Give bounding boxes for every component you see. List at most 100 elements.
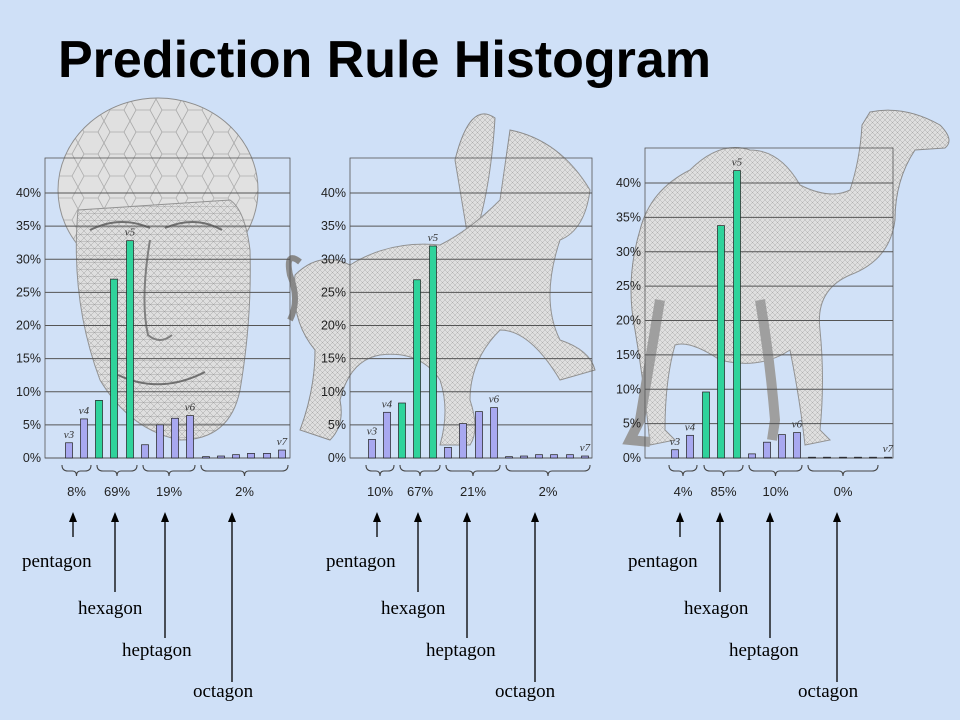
polygon-label-pentagon: pentagon — [326, 551, 396, 572]
polygon-label-heptagon: heptagon — [122, 640, 192, 661]
bar-octagon — [839, 456, 847, 459]
bar-octagon — [232, 454, 240, 459]
bar-pentagon — [65, 442, 73, 459]
bar-heptagon — [793, 432, 801, 459]
polygon-label-octagon: octagon — [495, 681, 556, 702]
bar-octagon — [247, 453, 255, 459]
polygon-label-pentagon: pentagon — [22, 551, 92, 572]
group-percent-label: 21% — [460, 484, 486, 499]
bar-octagon — [566, 454, 574, 459]
group-bracket — [505, 464, 591, 477]
bar-heptagon — [171, 417, 179, 459]
group-percent-label: 8% — [67, 484, 86, 499]
y-tick-label: 10% — [616, 382, 641, 396]
head-model-image — [57, 97, 259, 441]
group-percent-label: 2% — [539, 484, 558, 499]
bar-label: v3 — [64, 429, 75, 441]
bar-octagon — [202, 456, 210, 459]
bar-heptagon — [748, 453, 756, 459]
bar-label: v7 — [277, 436, 288, 448]
bar-heptagon — [475, 411, 483, 459]
bar-label: v5 — [428, 232, 439, 244]
y-tick-label: 35% — [321, 219, 346, 233]
group-bracket — [96, 464, 138, 477]
bar-hexagon — [733, 170, 741, 459]
group-bracket — [703, 464, 744, 477]
bar-hexagon — [110, 278, 118, 459]
arrow-head — [833, 512, 841, 522]
arrow-head — [531, 512, 539, 522]
bar-hexagon — [702, 391, 710, 459]
bar-octagon — [884, 456, 892, 459]
arrow-head — [676, 512, 684, 522]
arrow-head — [766, 512, 774, 522]
group-bracket — [365, 464, 395, 477]
y-tick-label: 0% — [328, 451, 346, 465]
group-percent-label: 19% — [156, 484, 182, 499]
bar-octagon — [854, 456, 862, 459]
group-bracket — [200, 464, 289, 477]
bar-pentagon — [671, 449, 679, 459]
y-tick-label: 40% — [16, 186, 41, 200]
bar-label: v3 — [670, 436, 681, 448]
bar-hexagon — [413, 279, 421, 459]
y-tick-label: 10% — [16, 385, 41, 399]
group-percent-label: 2% — [235, 484, 254, 499]
bar-octagon — [217, 455, 225, 459]
polygon-label-hexagon: hexagon — [78, 598, 143, 619]
polygon-label-hexagon: hexagon — [684, 598, 749, 619]
group-percent-label: 85% — [710, 484, 736, 499]
y-tick-label: 25% — [321, 285, 346, 299]
y-tick-label: 5% — [23, 418, 41, 432]
group-bracket — [748, 464, 803, 477]
bar-pentagon — [686, 434, 694, 459]
y-tick-label: 20% — [16, 319, 41, 333]
group-percent-label: 4% — [674, 484, 693, 499]
y-tick-label: 20% — [616, 314, 641, 328]
y-tick-label: 30% — [321, 252, 346, 266]
plot-frame — [44, 157, 291, 459]
bar-pentagon — [383, 411, 391, 459]
y-tick-label: 0% — [23, 451, 41, 465]
polygon-label-octagon: octagon — [798, 681, 859, 702]
polygon-label-heptagon: heptagon — [729, 640, 799, 661]
y-tick-label: 10% — [321, 385, 346, 399]
y-tick-label: 40% — [321, 186, 346, 200]
arrow-head — [414, 512, 422, 522]
bar-octagon — [869, 456, 877, 459]
bar-heptagon — [186, 415, 194, 459]
group-percent-label: 0% — [834, 484, 853, 499]
arrow-head — [228, 512, 236, 522]
bar-heptagon — [156, 424, 164, 459]
bar-octagon — [550, 454, 558, 459]
camel-model-image — [622, 109, 950, 447]
bar-label: v5 — [732, 157, 743, 169]
polygon-label-octagon: octagon — [193, 681, 254, 702]
y-tick-label: 5% — [623, 417, 641, 431]
bar-label: v6 — [489, 394, 500, 406]
bar-label: v5 — [125, 227, 136, 239]
polygon-label-hexagon: hexagon — [381, 598, 446, 619]
arrow-head — [463, 512, 471, 522]
y-tick-label: 35% — [16, 219, 41, 233]
bar-label: v4 — [685, 421, 696, 433]
arrow-head — [111, 512, 119, 522]
group-bracket — [445, 464, 501, 477]
arrow-head — [373, 512, 381, 522]
y-tick-label: 0% — [623, 451, 641, 465]
bar-octagon — [505, 456, 513, 459]
group-percent-label: 10% — [367, 484, 393, 499]
bar-hexagon — [126, 240, 134, 459]
bar-label: v4 — [382, 398, 393, 410]
chart-panel-griffin: 0% 5% 10% 15% 20% 25% 30% 35% 40% v3 v4 v5 v6 v7 10% 67… — [321, 157, 593, 702]
bar-hexagon — [717, 225, 725, 459]
page-title: Prediction Rule Histogram — [58, 31, 711, 89]
y-tick-label: 40% — [616, 176, 641, 190]
bar-heptagon — [141, 444, 149, 459]
bar-octagon — [808, 456, 816, 459]
bar-label: v4 — [79, 405, 90, 417]
group-percent-label: 10% — [762, 484, 788, 499]
bar-pentagon — [80, 418, 88, 459]
polygon-label-pentagon: pentagon — [628, 551, 698, 572]
